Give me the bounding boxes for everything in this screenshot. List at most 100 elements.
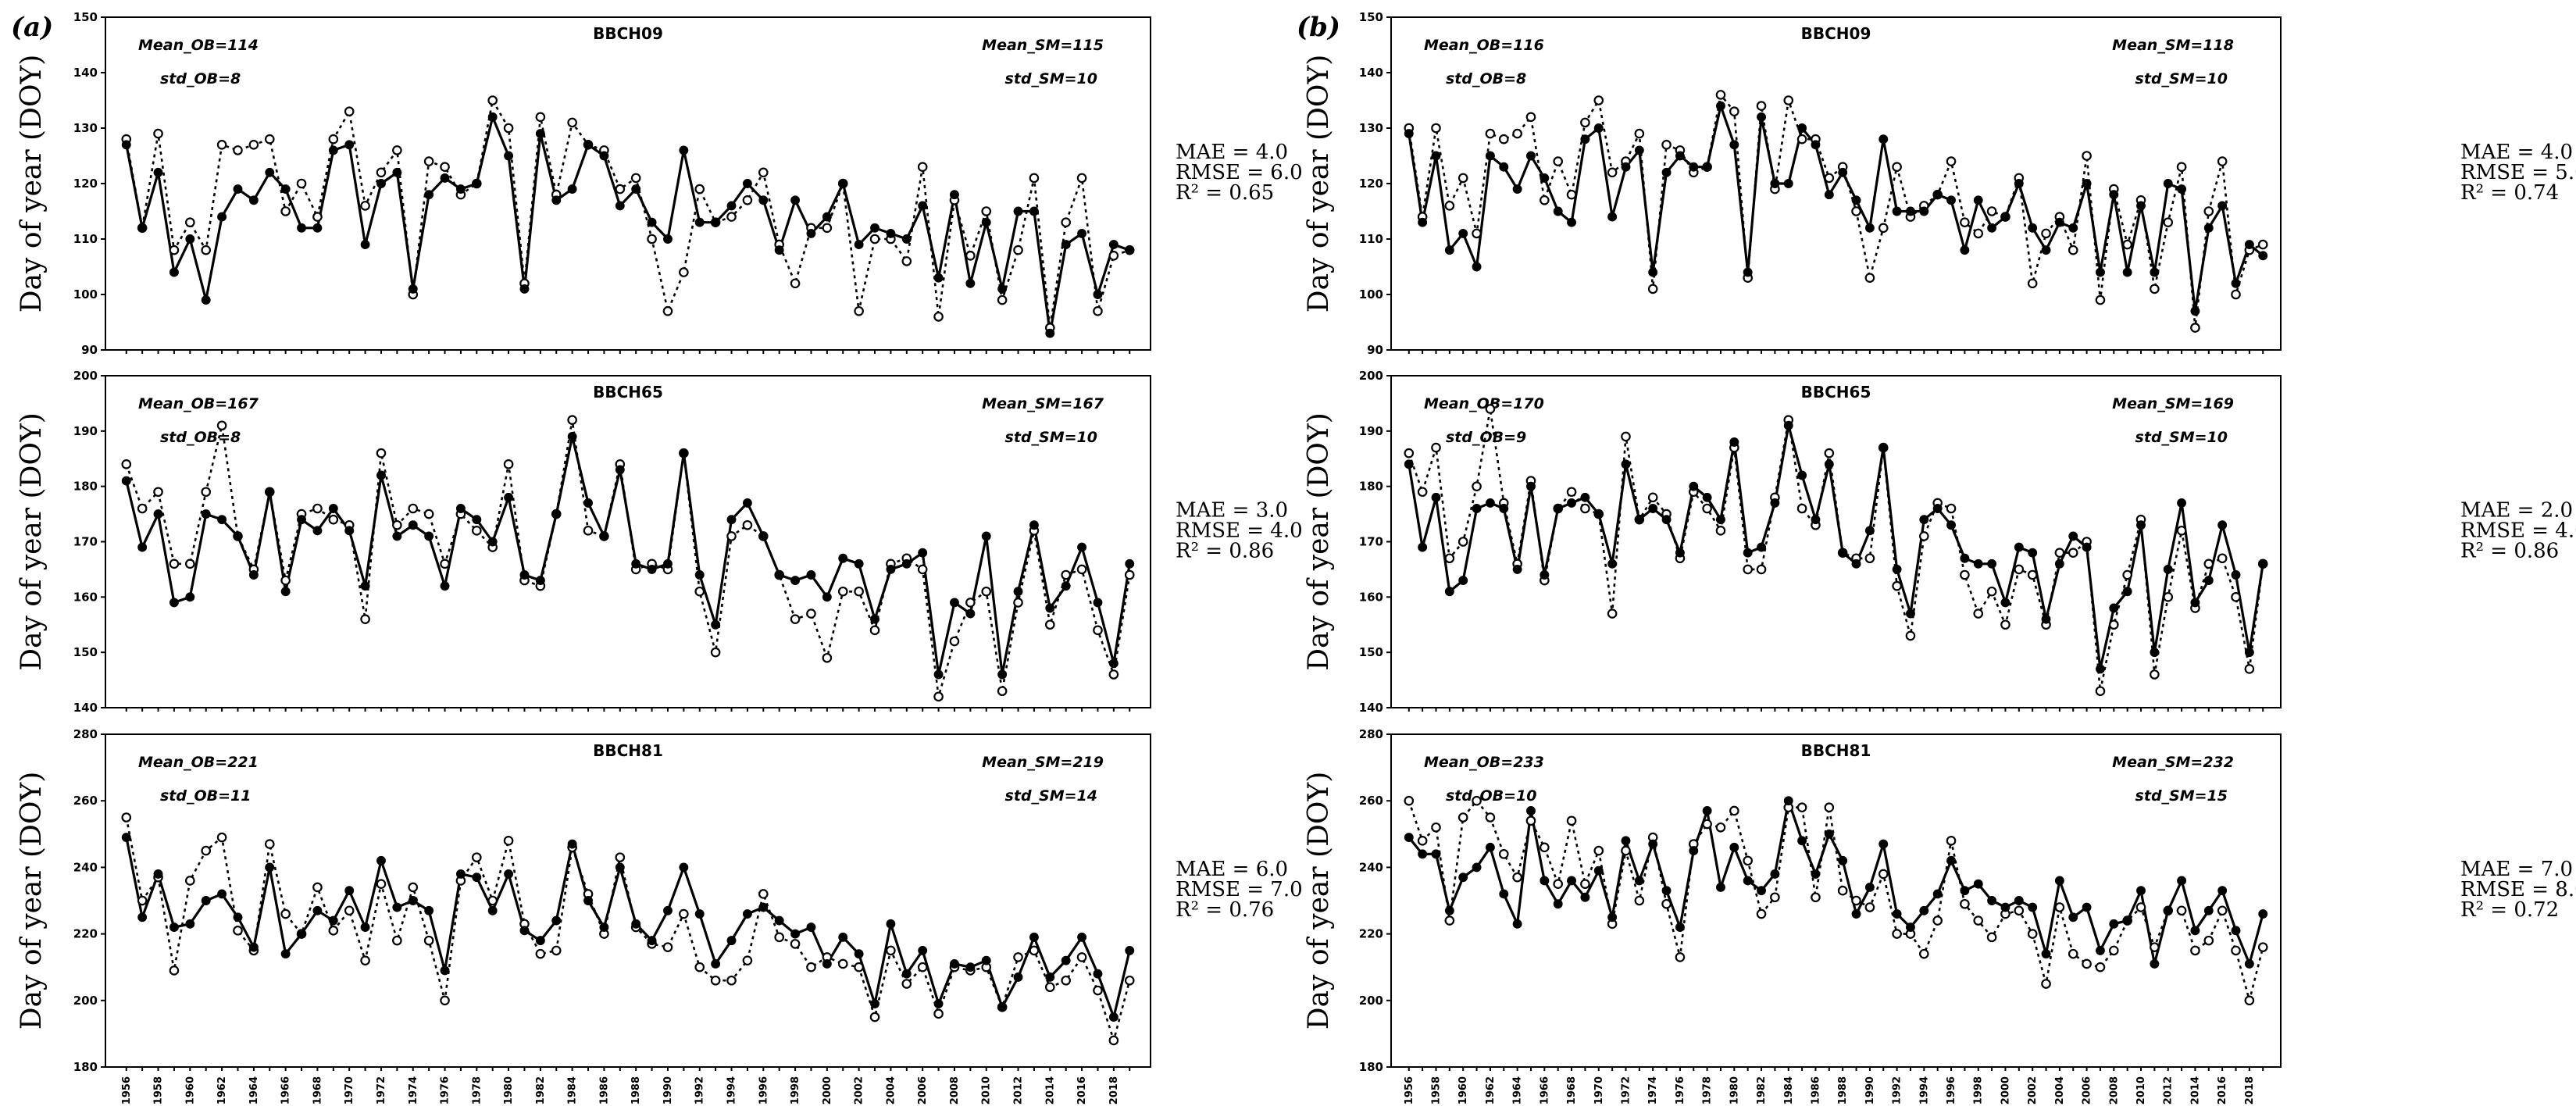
point-simulated-1989 <box>1851 195 1861 205</box>
point-observed-1962 <box>1485 128 1496 139</box>
point-simulated-1982 <box>535 576 545 586</box>
x-tick-label-2016: 2016 <box>1076 1076 1088 1105</box>
point-simulated-2019 <box>2258 909 2268 919</box>
point-simulated-1974 <box>1648 839 1658 849</box>
point-simulated-2013 <box>2177 876 2187 886</box>
point-observed-1964 <box>1512 128 1522 139</box>
point-simulated-1977 <box>455 504 466 513</box>
point-simulated-1984 <box>1783 796 1793 806</box>
point-simulated-1957 <box>1418 542 1428 552</box>
x-tick-label-2018: 2018 <box>2244 1076 2256 1105</box>
point-observed-1999 <box>806 608 816 619</box>
point-simulated-1993 <box>1906 923 1915 933</box>
x-tick-label-1958: 1958 <box>1430 1076 1442 1105</box>
point-simulated-1969 <box>328 145 338 155</box>
std-sm-label: std_SM=15 <box>2135 787 2228 805</box>
point-observed-1970 <box>344 905 355 916</box>
point-observed-2007 <box>2095 686 2106 697</box>
point-observed-1959 <box>1444 915 1455 926</box>
point-observed-2007 <box>2095 294 2106 305</box>
panel-letter: (b) <box>1297 12 1340 43</box>
point-observed-1980 <box>503 459 514 469</box>
point-simulated-2016 <box>2217 886 2228 896</box>
point-simulated-1961 <box>1472 262 1482 272</box>
point-simulated-2013 <box>2177 184 2187 194</box>
point-simulated-1997 <box>774 570 784 580</box>
point-observed-1983 <box>1770 892 1780 903</box>
point-observed-2003 <box>2041 979 2051 989</box>
point-observed-2013 <box>1029 173 1040 184</box>
mean-ob-label: Mean_OB=114 <box>138 37 259 54</box>
y-tick-label: 180 <box>73 480 98 494</box>
point-observed-2009 <box>965 598 976 608</box>
point-simulated-1999 <box>1987 558 1997 569</box>
point-simulated-1980 <box>504 869 514 879</box>
series-line-simulated <box>125 837 1131 1022</box>
point-simulated-1964 <box>1512 564 1522 574</box>
point-simulated-1980 <box>1729 842 1739 852</box>
point-simulated-2008 <box>950 190 959 200</box>
point-simulated-2001 <box>2014 179 2024 188</box>
point-simulated-1962 <box>1485 842 1495 852</box>
point-observed-2019 <box>1124 975 1135 986</box>
point-simulated-1989 <box>647 936 657 946</box>
point-observed-1978 <box>1702 503 1712 514</box>
point-observed-1960 <box>1457 173 1468 184</box>
point-simulated-2003 <box>870 999 879 1009</box>
y-axis-label: Day of year (DOY) <box>16 412 48 671</box>
point-simulated-2006 <box>918 201 928 211</box>
x-tick-label-1986: 1986 <box>1810 1076 1821 1105</box>
x-tick-label-1992: 1992 <box>1892 1076 1903 1105</box>
point-simulated-1976 <box>1675 151 1685 161</box>
point-observed-1972 <box>376 448 387 459</box>
point-simulated-2016 <box>1077 932 1087 942</box>
point-observed-2013 <box>2176 905 2187 916</box>
x-tick-label-1970: 1970 <box>344 1076 355 1105</box>
x-tick-label-2002: 2002 <box>2027 1076 2039 1105</box>
metric-r2: R² = 0.86 <box>1176 540 1274 563</box>
std-ob-label: std_OB=11 <box>160 787 252 805</box>
point-simulated-1967 <box>1553 206 1563 216</box>
point-observed-1957 <box>1417 836 1428 846</box>
point-simulated-1971 <box>1607 212 1618 222</box>
point-simulated-1960 <box>185 919 195 929</box>
point-simulated-1959 <box>1444 587 1454 597</box>
point-observed-1994 <box>726 212 737 222</box>
point-observed-1996 <box>758 889 769 899</box>
point-simulated-1967 <box>297 515 306 525</box>
point-observed-2001 <box>837 958 848 969</box>
point-observed-1987 <box>615 852 626 862</box>
point-simulated-2004 <box>886 564 896 574</box>
point-simulated-1985 <box>583 498 593 508</box>
point-simulated-1981 <box>1743 548 1753 558</box>
y-tick-label: 160 <box>73 590 98 604</box>
point-observed-1958 <box>153 128 163 139</box>
point-simulated-1996 <box>1946 520 1956 530</box>
x-tick-label-2006: 2006 <box>2082 1076 2093 1105</box>
point-simulated-1956 <box>121 476 131 486</box>
x-tick-label-2004: 2004 <box>2054 1076 2066 1105</box>
point-simulated-1974 <box>408 284 418 294</box>
std-sm-label: std_SM=10 <box>1005 429 1097 446</box>
point-simulated-1983 <box>1770 498 1780 508</box>
point-observed-1972 <box>1621 845 1631 856</box>
point-simulated-1998 <box>1973 879 1983 889</box>
panel-a-bbch09: 90 100 110 120 130 140 150 Day of year (DOY) BBC… <box>11 10 1303 357</box>
panel-a-bbch65: 140 150 160 170 180 190 200 Day of year (DOY) BB… <box>16 369 1303 715</box>
mean-sm-label: Mean_SM=167 <box>982 395 1104 412</box>
point-simulated-2006 <box>2082 179 2092 188</box>
point-simulated-1996 <box>1946 855 1956 865</box>
point-simulated-1990 <box>663 558 673 569</box>
point-observed-2002 <box>854 305 864 316</box>
point-simulated-1965 <box>1526 481 1536 491</box>
point-simulated-1976 <box>1675 923 1685 933</box>
point-observed-1992 <box>694 962 705 972</box>
point-simulated-1972 <box>1621 836 1631 846</box>
point-simulated-1979 <box>487 537 498 547</box>
point-simulated-1968 <box>312 526 323 536</box>
point-observed-1996 <box>1946 503 1957 514</box>
point-observed-1958 <box>1431 442 1441 453</box>
point-simulated-2018 <box>1108 240 1119 250</box>
point-simulated-1992 <box>694 217 705 227</box>
point-simulated-2013 <box>1029 206 1039 216</box>
